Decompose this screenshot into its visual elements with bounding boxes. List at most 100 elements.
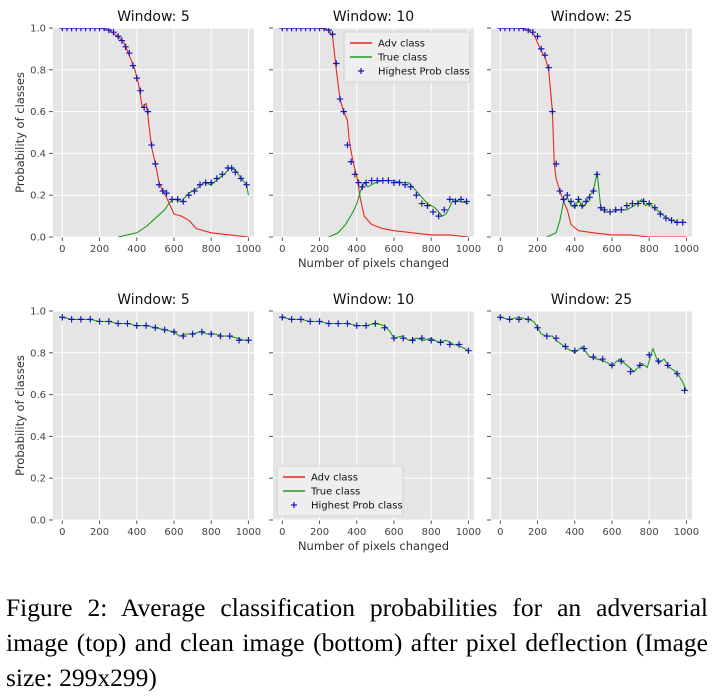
data-point (515, 28, 523, 32)
data-point (96, 318, 103, 325)
data-point (668, 217, 675, 224)
data-point (525, 316, 532, 323)
data-point (228, 164, 235, 172)
data-point (232, 169, 239, 176)
data-point (279, 314, 286, 321)
x-tick-label: 1000 (456, 244, 481, 255)
chart-panel-5: 0 200 400 600 800 1000 Window: 25 (487, 292, 699, 538)
data-point (307, 318, 314, 325)
x-axis-label: Number of pixels changed (298, 539, 449, 553)
data-point (126, 49, 133, 57)
data-point (655, 357, 662, 365)
data-point (372, 320, 379, 327)
data-point (435, 212, 442, 220)
data-point (446, 196, 454, 203)
data-point (597, 204, 605, 211)
data-point (325, 28, 333, 34)
data-point (59, 28, 66, 32)
x-tick-label: 800 (202, 527, 221, 538)
data-point (679, 219, 686, 226)
plot-area (59, 28, 250, 237)
data-point (400, 334, 407, 342)
chart-title: Window: 10 (333, 9, 414, 25)
data-point (441, 206, 448, 214)
x-tick-label: 0 (279, 244, 285, 255)
data-point (82, 28, 89, 32)
data-point (129, 62, 137, 69)
x-tick-label: 1000 (236, 527, 261, 538)
legend-box (343, 31, 471, 83)
data-point (288, 28, 295, 32)
data-point (344, 141, 351, 149)
chart-panel-3: 0 200 400 600 800 1000 0.0 0.2 0.4 0.6 0.8 1.0 Windo… (13, 292, 261, 538)
data-point (355, 179, 362, 186)
data-point (133, 74, 140, 82)
data-point (243, 181, 250, 188)
data-point (571, 347, 578, 354)
x-tick-label: 1000 (674, 527, 699, 538)
plot-background (491, 311, 692, 520)
data-point (174, 196, 181, 203)
data-point (77, 28, 85, 32)
y-axis-label: Probability of classes (13, 72, 27, 193)
data-point (374, 177, 381, 184)
data-point (163, 189, 170, 197)
data-point (534, 33, 541, 40)
data-point (293, 28, 300, 32)
x-tick-label: 400 (565, 527, 584, 538)
plot-area (59, 314, 252, 344)
data-point (207, 330, 215, 338)
x-tick-label: 800 (202, 244, 221, 255)
chart-title: Window: 5 (117, 9, 190, 25)
data-point (217, 332, 224, 340)
data-point (320, 28, 328, 32)
data-point (552, 160, 560, 168)
data-point (185, 192, 193, 199)
chart-panel-0: 0 200 400 600 800 1000 0.0 0.2 0.4 0.6 0.8 1.0 Windo… (13, 9, 261, 255)
data-point (336, 95, 344, 103)
data-point (529, 28, 537, 36)
data-point (191, 187, 198, 195)
data-point (362, 322, 370, 329)
data-point (525, 28, 532, 34)
data-point (640, 198, 647, 205)
x-tick-label: 600 (602, 244, 621, 255)
x-tick-label: 200 (310, 244, 329, 255)
legend-entry: True class (377, 53, 427, 64)
y-tick-label: 0.0 (30, 233, 46, 244)
data-point (506, 316, 513, 323)
data-point (401, 181, 409, 188)
data-point (538, 45, 545, 53)
data-point (362, 179, 370, 186)
data-point (520, 28, 527, 32)
data-point (599, 355, 606, 363)
data-point (463, 198, 470, 205)
x-tick-label: 0 (59, 244, 65, 255)
data-point (429, 208, 437, 216)
figure-canvas: 0 200 400 600 800 1000 0.0 0.2 0.4 0.6 0.8 1.0 Windo… (13, 9, 699, 553)
data-point (198, 328, 206, 336)
data-point (497, 28, 504, 32)
data-point (68, 316, 75, 323)
x-tick-label: 600 (384, 244, 403, 255)
data-point (226, 332, 234, 340)
x-tick-label: 400 (565, 244, 584, 255)
plot-area (497, 28, 687, 237)
data-point (567, 198, 575, 205)
data-point (302, 28, 309, 32)
data-point (68, 28, 75, 32)
x-tick-label: 0 (279, 527, 285, 538)
data-point (297, 316, 305, 323)
data-point (87, 316, 94, 323)
data-point (297, 28, 305, 32)
data-point (497, 314, 504, 321)
data-point (73, 28, 80, 32)
data-point (311, 28, 319, 32)
data-point (133, 322, 140, 329)
data-point (118, 37, 126, 44)
data-point (180, 198, 187, 205)
data-point (105, 28, 113, 34)
data-point (424, 202, 431, 209)
data-point (586, 194, 593, 201)
data-point (560, 196, 567, 203)
